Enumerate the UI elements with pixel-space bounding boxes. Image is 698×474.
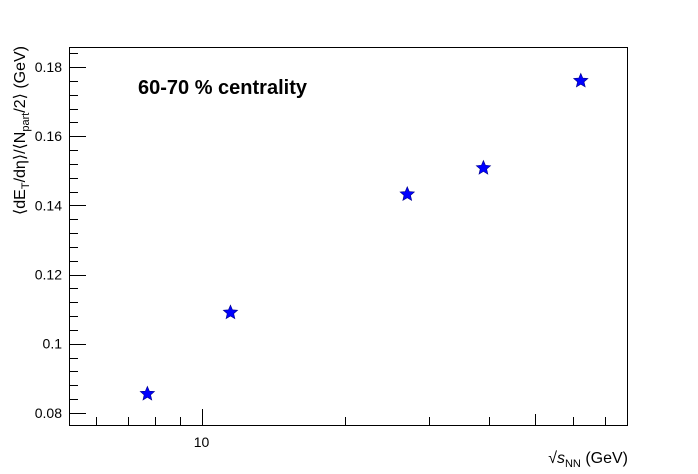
data-point-star <box>399 186 416 201</box>
y-axis-ticks: 0.08 0.1 0.12 0.14 0.16 0.18 <box>35 53 86 421</box>
y-tick-label: 0.18 <box>35 59 62 75</box>
y-axis-title: ⟨dET/dη⟩/⟨Npart/2⟩ (GeV) <box>12 46 32 215</box>
y-tick-label: 0.1 <box>43 336 63 352</box>
y-tick-label: 0.12 <box>35 267 62 283</box>
data-points <box>139 72 589 401</box>
annotation-label: 60-70 % centrality <box>138 77 308 99</box>
data-point-star <box>139 385 156 401</box>
x-tick-label: 10 <box>194 434 210 450</box>
data-point-star <box>222 304 239 320</box>
data-point-star <box>475 159 492 175</box>
y-tick-label: 0.14 <box>35 197 62 213</box>
y-tick-label: 0.08 <box>35 405 62 421</box>
y-tick-label: 0.16 <box>35 128 62 144</box>
x-axis-ticks: 10 <box>96 409 606 450</box>
data-point-star <box>572 72 589 88</box>
x-axis-title: √sNN (GeV) <box>548 450 628 470</box>
plot-frame <box>69 47 628 426</box>
